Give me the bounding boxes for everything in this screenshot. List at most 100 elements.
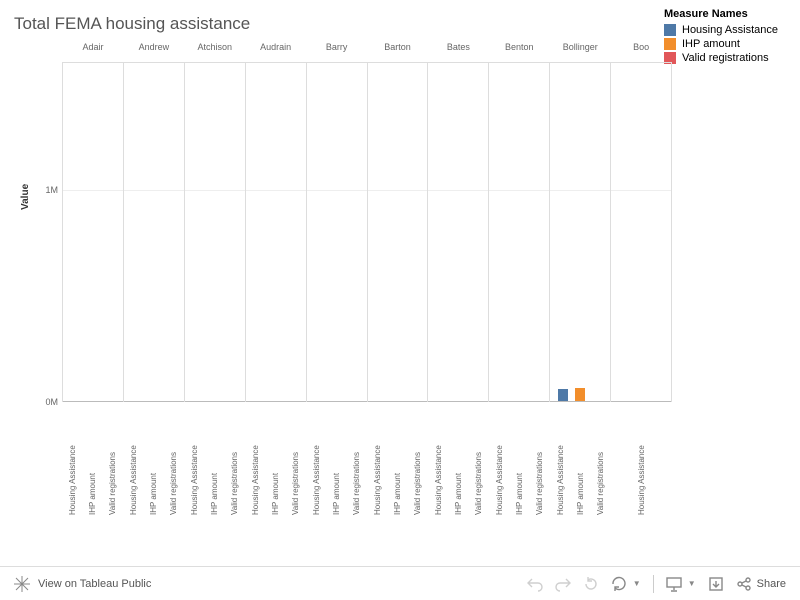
panel-body bbox=[185, 62, 245, 402]
legend-label: Housing Assistance bbox=[682, 24, 778, 36]
panel-body bbox=[550, 62, 610, 402]
x-label-group: Housing Assistance IHP amount Valid regist… bbox=[428, 405, 489, 515]
x-tick-label: IHP amount bbox=[393, 405, 402, 515]
county-panel: Barry bbox=[307, 62, 368, 402]
county-panel: Atchison bbox=[185, 62, 246, 402]
x-tick-label: IHP amount bbox=[515, 405, 524, 515]
x-label-group: Housing Assistance IHP amount Valid regist… bbox=[123, 405, 184, 515]
chart-area: AdairAndrewAtchisonAudrainBarryBartonBat… bbox=[62, 62, 672, 402]
county-header: Barry bbox=[307, 42, 367, 52]
county-header: Boo bbox=[611, 42, 671, 52]
county-header: Benton bbox=[489, 42, 549, 52]
county-panel: Audrain bbox=[246, 62, 307, 402]
legend-label: IHP amount bbox=[682, 38, 740, 50]
replay-button[interactable] bbox=[583, 576, 599, 592]
x-tick-label: Housing Assistance bbox=[251, 405, 260, 515]
x-tick-label: Valid registrations bbox=[413, 405, 422, 515]
x-tick-label: Valid registrations bbox=[108, 405, 117, 515]
x-tick-label: Housing Assistance bbox=[129, 405, 138, 515]
x-tick-label: IHP amount bbox=[88, 405, 97, 515]
county-header: Audrain bbox=[246, 42, 306, 52]
x-label-group: Housing Assistance IHP amount Valid regist… bbox=[550, 405, 611, 515]
share-button[interactable]: Share bbox=[736, 576, 786, 592]
tableau-public-link[interactable]: View on Tableau Public bbox=[14, 576, 151, 592]
panel-body bbox=[611, 62, 671, 402]
x-tick-label: Housing Assistance bbox=[556, 405, 565, 515]
legend-label: Valid registrations bbox=[682, 52, 769, 64]
x-tick-label: Valid registrations bbox=[291, 405, 300, 515]
redo-button[interactable] bbox=[555, 576, 571, 592]
county-panel: Benton bbox=[489, 62, 550, 402]
x-tick-label: Housing Assistance bbox=[434, 405, 443, 515]
legend-title: Measure Names bbox=[664, 8, 778, 20]
download-button[interactable] bbox=[708, 576, 724, 592]
x-label-group: Housing Assistance IHP amount Valid regist… bbox=[62, 405, 123, 515]
county-header: Bates bbox=[428, 42, 488, 52]
county-header: Adair bbox=[63, 42, 123, 52]
toolbar-divider bbox=[653, 575, 654, 593]
x-tick-label: Housing Assistance bbox=[190, 405, 199, 515]
tableau-public-label: View on Tableau Public bbox=[38, 578, 151, 590]
x-tick-label: Valid registrations bbox=[535, 405, 544, 515]
legend-swatch bbox=[664, 24, 676, 36]
bar[interactable] bbox=[575, 388, 585, 401]
undo-button[interactable] bbox=[527, 576, 543, 592]
x-tick-label: Housing Assistance bbox=[373, 405, 382, 515]
panel-body bbox=[246, 62, 306, 402]
panel-body bbox=[428, 62, 488, 402]
x-tick-label: Valid registrations bbox=[596, 405, 605, 515]
x-tick-label: Valid registrations bbox=[169, 405, 178, 515]
x-tick-label: IHP amount bbox=[210, 405, 219, 515]
x-tick-label: IHP amount bbox=[149, 405, 158, 515]
x-tick-label: IHP amount bbox=[332, 405, 341, 515]
legend: Measure Names Housing Assistance IHP amou… bbox=[664, 8, 778, 66]
x-tick-label: IHP amount bbox=[271, 405, 280, 515]
y-tick-label: 0M bbox=[34, 397, 58, 407]
x-tick-label: Housing Assistance bbox=[68, 405, 77, 515]
x-tick-label: IHP amount bbox=[576, 405, 585, 515]
bar[interactable] bbox=[558, 389, 568, 401]
panel-body bbox=[489, 62, 549, 402]
county-panel: Adair bbox=[62, 62, 124, 402]
refresh-button[interactable] bbox=[611, 576, 627, 592]
panel-body bbox=[307, 62, 367, 402]
x-tick-label: Valid registrations bbox=[352, 405, 361, 515]
share-label: Share bbox=[757, 578, 786, 590]
x-label-group: Housing Assistance IHP amount Valid regist… bbox=[245, 405, 306, 515]
county-panel: Boo bbox=[611, 62, 672, 402]
x-tick-label: IHP amount bbox=[454, 405, 463, 515]
toolbar: View on Tableau Public ▼ ▼ Share bbox=[0, 566, 800, 600]
y-tick-label: 1M bbox=[34, 185, 58, 195]
county-panel: Barton bbox=[368, 62, 429, 402]
county-header: Atchison bbox=[185, 42, 245, 52]
tableau-logo-icon bbox=[14, 576, 30, 592]
county-header: Bollinger bbox=[550, 42, 610, 52]
county-panel: Bollinger bbox=[550, 62, 611, 402]
x-tick-label: Housing Assistance bbox=[495, 405, 504, 515]
county-panel: Andrew bbox=[124, 62, 185, 402]
presentation-button[interactable] bbox=[666, 576, 682, 592]
county-panel: Bates bbox=[428, 62, 489, 402]
legend-item[interactable]: IHP amount bbox=[664, 38, 778, 50]
x-axis-labels: Housing Assistance IHP amount Valid regist… bbox=[62, 405, 672, 515]
y-axis-title: Value bbox=[20, 184, 31, 210]
panel-body bbox=[63, 62, 123, 402]
x-label-group: Housing Assistance IHP amount Valid regist… bbox=[184, 405, 245, 515]
x-label-group: Housing Assistance IHP amount Valid regist… bbox=[306, 405, 367, 515]
panel-body bbox=[368, 62, 428, 402]
refresh-dropdown-icon[interactable]: ▼ bbox=[633, 579, 641, 588]
presentation-dropdown-icon[interactable]: ▼ bbox=[688, 579, 696, 588]
share-icon bbox=[736, 576, 752, 592]
legend-item[interactable]: Housing Assistance bbox=[664, 24, 778, 36]
county-header: Barton bbox=[368, 42, 428, 52]
x-label-group: Housing Assistance IHP amount Valid regist… bbox=[367, 405, 428, 515]
county-header: Andrew bbox=[124, 42, 184, 52]
x-tick-label: Valid registrations bbox=[474, 405, 483, 515]
x-tick-label: Housing Assistance bbox=[637, 405, 646, 515]
x-label-group: Housing Assistance IHP amount Valid regist… bbox=[489, 405, 550, 515]
legend-item[interactable]: Valid registrations bbox=[664, 52, 778, 64]
panel-body bbox=[124, 62, 184, 402]
x-tick-label: Valid registrations bbox=[230, 405, 239, 515]
x-tick-label: Housing Assistance bbox=[312, 405, 321, 515]
x-label-group: Housing Assistance bbox=[611, 405, 672, 515]
